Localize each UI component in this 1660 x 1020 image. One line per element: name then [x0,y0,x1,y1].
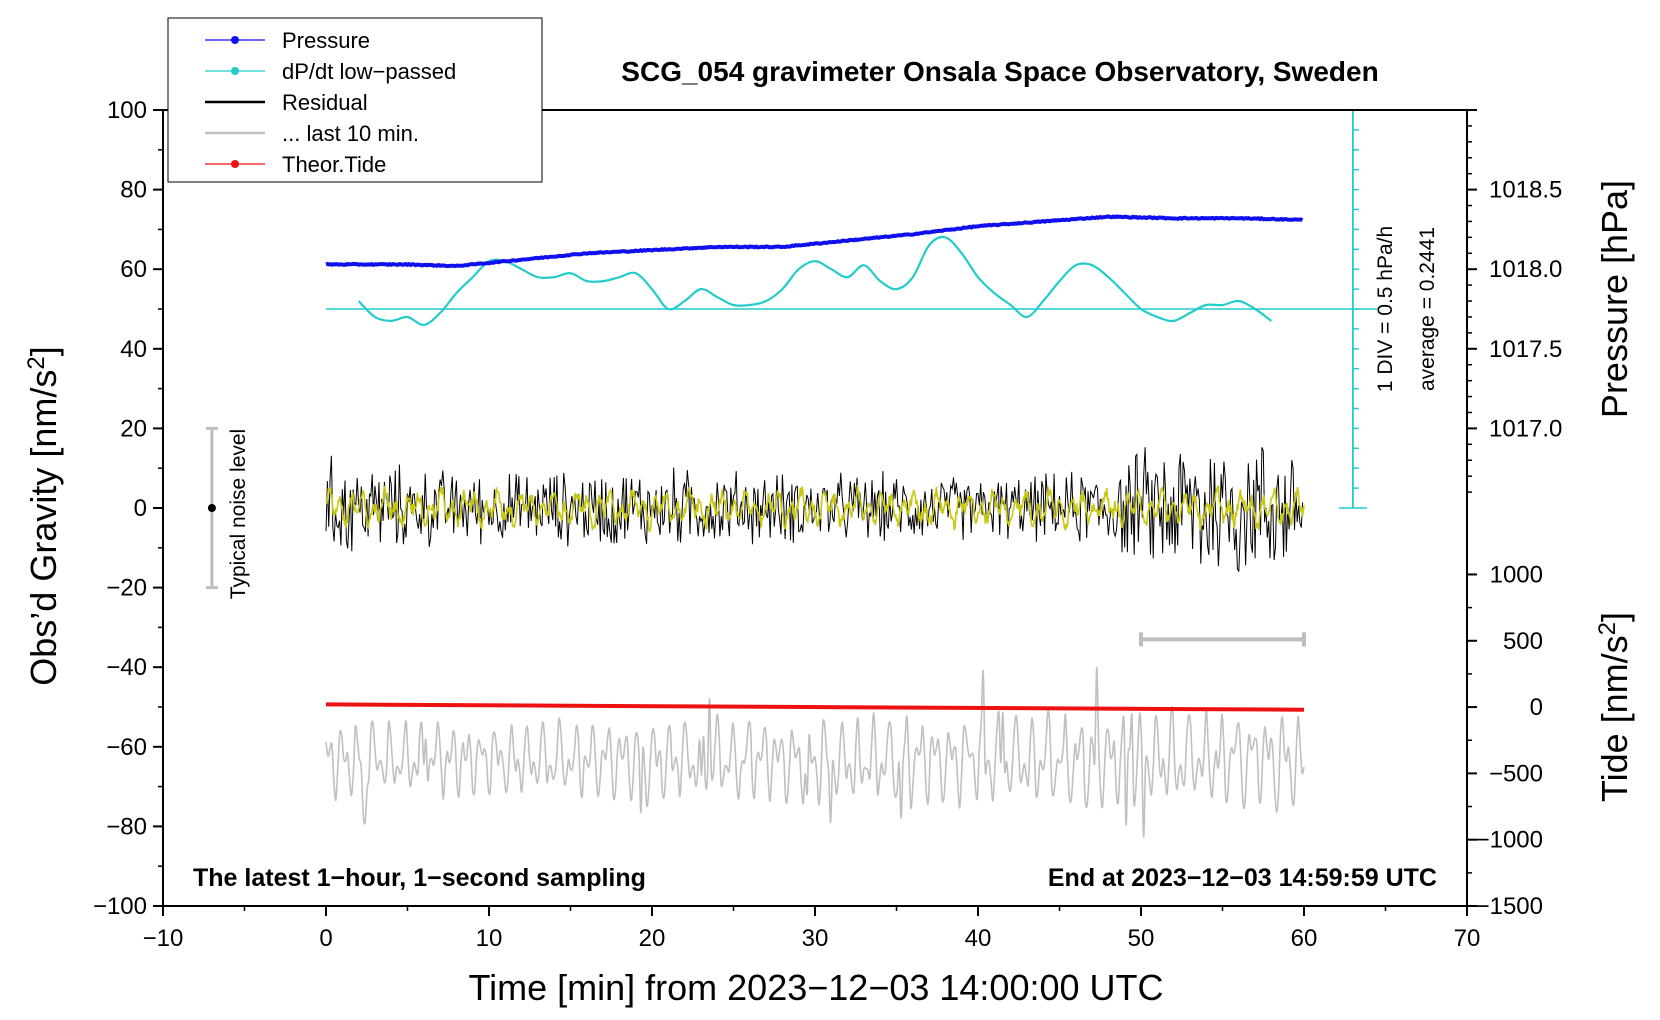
legend-label: Pressure [282,28,370,53]
y-tick-label: −60 [106,734,147,761]
y-tick-label: −20 [106,575,147,602]
tide-tick-label: 0 [1530,694,1543,721]
div-label: 1 DIV = 0.5 hPa/h [1374,226,1397,392]
y-tick-label: 60 [120,256,147,283]
x-axis: −10 0 10 20 30 40 50 60 70 [143,906,1481,952]
legend-swatch-dot [231,160,239,168]
tide-tick-label: −1000 [1476,827,1543,854]
pressure-series [325,214,1304,269]
x-axis-label: Time [min] from 2023−12−03 14:00:00 UTC [468,967,1163,1008]
legend-label: dP/dt low−passed [282,59,456,84]
pressure-tick-label: 1017.0 [1489,415,1562,442]
end-time-note: End at 2023−12−03 14:59:59 UTC [1048,864,1437,892]
last-10-min-line [325,667,1305,838]
legend-label: Theor.Tide [282,152,386,177]
average-label: average = 0.2441 [1416,227,1439,391]
legend-swatch-dot [231,67,239,75]
residual-smoothed-line [325,484,1305,533]
y-tick-label: 80 [120,177,147,204]
x-tick-label: 10 [476,925,503,952]
pressure-tick-label: 1017.5 [1489,336,1562,363]
legend-box [167,17,543,183]
tide-tick-label: −500 [1489,760,1543,787]
x-tick-label: 20 [639,925,666,952]
x-tick-label: 60 [1291,925,1318,952]
x-tick-label: 50 [1128,925,1155,952]
sampling-note: The latest 1−hour, 1−second sampling [193,864,646,892]
noise-bar-dot [207,504,216,512]
y-tick-label: 40 [120,336,147,363]
y-axis-label-left: Obs’d Gravity [nm/s2] [23,346,64,685]
y-tick-label: −100 [93,893,147,920]
pressure-tick-label: 1018.0 [1489,256,1562,283]
legend: Pressure dP/dt low−passed Residual ... last… [167,17,543,183]
x-tick-label: 0 [319,925,332,952]
y-axis-label-tide: Tide [nm/s2] [1594,612,1635,802]
tide-series [325,702,1305,712]
y-tick-label: −80 [106,813,147,840]
chart-title: SCG_054 gravimeter Onsala Space Observat… [621,56,1378,87]
legend-swatch-dot [231,36,239,44]
tide-line [325,702,1305,712]
y-axis-left: −100 −80 −60 −40 −20 0 20 40 60 80 100 [93,97,163,920]
y-tick-label: 0 [134,495,147,522]
y-tick-label: 100 [107,97,147,124]
y-tick-label: −40 [106,654,147,681]
tide-tick-label: −1500 [1476,893,1543,920]
legend-label: Residual [282,90,368,115]
x-tick-label: 30 [802,925,829,952]
y-axis-label-pressure: Pressure [hPa] [1594,180,1635,418]
legend-label: ... last 10 min. [282,121,419,146]
pressure-line [325,214,1304,269]
x-tick-label: 40 [965,925,992,952]
residual-smoothed-series [325,484,1305,533]
x-tick-label: 70 [1454,925,1481,952]
y-axis-pressure: 1017.0 1017.5 1018.0 1018.5 [1467,109,1562,493]
chart-annotations [205,426,1306,647]
tide-tick-label: 1000 [1490,561,1543,588]
y-axis-tide: −1500 −1000 −500 0 500 1000 [1467,561,1543,920]
x-tick-label: −10 [143,925,184,952]
pressure-tick-label: 1018.5 [1489,177,1562,204]
y-tick-label: 20 [120,415,147,442]
noise-level-label: Typical noise level [227,429,250,599]
last-10-min-series [325,667,1305,838]
tide-tick-label: 500 [1503,628,1543,655]
